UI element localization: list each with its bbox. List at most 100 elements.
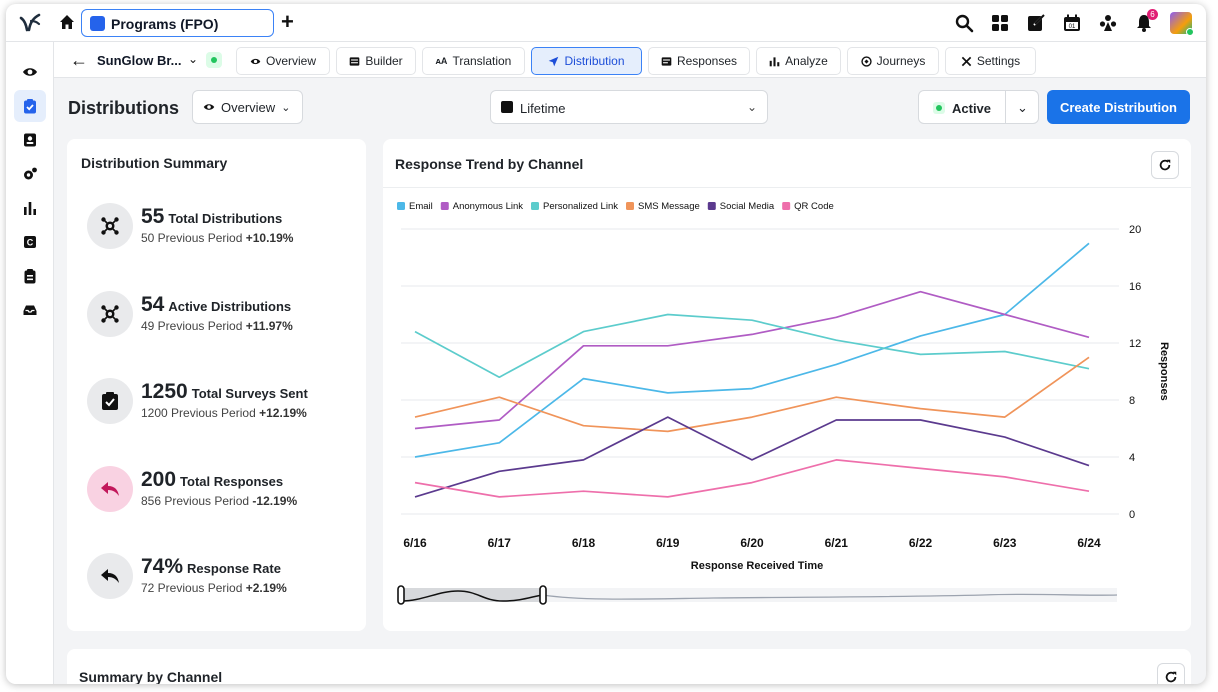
legend-label: QR Code [794, 201, 834, 212]
tools-icon [961, 56, 972, 66]
stat-previous: 856 Previous Period [141, 494, 250, 508]
home-icon[interactable] [58, 13, 76, 31]
y-tick-label: 20 [1129, 224, 1141, 236]
apps-grid-icon[interactable] [990, 13, 1010, 33]
eye-icon [203, 104, 215, 110]
stat-previous-row: 1200 Previous Period +12.19% [141, 406, 307, 420]
tab-distribution[interactable]: Distribution [531, 47, 642, 75]
compose-icon[interactable] [1026, 13, 1046, 33]
contact-card-icon [24, 133, 36, 147]
online-status-dot [1186, 28, 1194, 36]
c-badge-icon: C [24, 236, 36, 248]
rail-item-observe[interactable] [14, 56, 46, 88]
date-range-value: Lifetime [520, 101, 566, 116]
legend-swatch [707, 202, 716, 210]
bar-chart-icon [769, 56, 780, 66]
series-line-anonymous-link [414, 290, 1090, 430]
refresh-button[interactable] [1151, 151, 1179, 179]
tab-overview[interactable]: Overview [236, 47, 330, 75]
distribution-summary-card: Distribution Summary 55 Total Distributio… [67, 139, 366, 631]
rail-item-surveys[interactable] [14, 90, 46, 122]
rail-item-automation[interactable] [14, 158, 46, 190]
brand-logo[interactable] [18, 12, 42, 34]
range-slider-left-handle[interactable] [397, 585, 405, 605]
project-name[interactable]: SunGlow Br... [97, 53, 182, 68]
refresh-button[interactable] [1157, 663, 1185, 684]
stat-caption: Response Rate [187, 561, 281, 576]
legend-swatch [782, 202, 791, 210]
responses-icon [661, 56, 672, 66]
status-dot [933, 102, 945, 114]
stat-change: -12.19% [252, 494, 298, 508]
stat-previous-row: 856 Previous Period -12.19% [141, 494, 297, 508]
chart-grid [401, 228, 1119, 515]
chart-axes: 0 4 8 12 16 20 Responses 6/16 6/17 6/18 6/19 6/20 6/… [403, 224, 1170, 572]
network-icon [101, 217, 119, 235]
x-tick-label: 6/21 [825, 536, 849, 550]
chevron-down-icon[interactable]: ⌄ [188, 52, 199, 66]
tab-label: Translation [452, 54, 512, 68]
tab-responses[interactable]: Responses [648, 47, 750, 75]
y-axis-label: Responses [1158, 342, 1170, 401]
response-trend-card: Response Trend by Channel Email Anonymous… [383, 139, 1191, 631]
community-icon[interactable] [1098, 13, 1118, 33]
line-chart: Email Anonymous Link Personalized Link SMS … [397, 201, 1170, 605]
app-switcher[interactable]: Programs (FPO) [81, 9, 274, 37]
legend-swatch [440, 202, 449, 210]
add-tab-button[interactable]: + [281, 9, 294, 34]
stat-change: +2.19% [245, 581, 287, 595]
back-arrow-icon[interactable]: ← [70, 50, 88, 70]
date-range-select[interactable]: Lifetime ⌄ [490, 90, 768, 124]
tab-label: Journeys [876, 54, 926, 68]
tab-analyze[interactable]: Analyze [756, 47, 841, 75]
series-line-sms-message [414, 356, 1090, 433]
view-select[interactable]: Overview ⌄ [192, 90, 303, 124]
tab-builder[interactable]: Builder [336, 47, 416, 75]
series-line-email [414, 242, 1090, 458]
legend-swatch [397, 202, 405, 210]
reply-icon [101, 482, 119, 496]
tab-journeys[interactable]: Journeys [847, 47, 939, 75]
create-distribution-button[interactable]: Create Distribution [1047, 90, 1190, 124]
legend-label: Email [409, 201, 433, 212]
user-avatar[interactable] [1170, 12, 1194, 36]
stat-value: 54 [141, 293, 165, 316]
y-tick-label: 8 [1129, 395, 1135, 407]
stat-value-row: 74% Response Rate [141, 555, 281, 579]
series-line-qr-code [414, 459, 1090, 498]
stat-icon-circle [87, 291, 133, 337]
status-select[interactable]: Active ⌄ [918, 90, 1039, 124]
tab-translation[interactable]: ᴀA Translation [422, 47, 525, 75]
divider [383, 187, 1191, 188]
tab-label: Analyze [785, 54, 828, 68]
rail-item-tasks[interactable] [14, 260, 46, 292]
rail-item-inbox[interactable] [14, 294, 46, 326]
rail-item-content[interactable]: C [14, 226, 46, 258]
tab-label: Distribution [564, 54, 625, 68]
range-slider-right-handle[interactable] [539, 585, 547, 605]
inbox-icon [23, 305, 37, 315]
search-icon[interactable] [954, 13, 974, 33]
stat-change: +12.19% [259, 406, 307, 420]
rail-item-analytics[interactable] [14, 192, 46, 224]
page-title: Distributions [68, 98, 179, 118]
range-slider[interactable] [397, 585, 1118, 605]
x-tick-label: 6/16 [403, 536, 427, 550]
stat-value-row: 55 Total Distributions [141, 205, 282, 229]
tab-settings[interactable]: Settings [945, 47, 1036, 75]
x-tick-label: 6/17 [488, 536, 512, 550]
range-slider-selection[interactable] [401, 588, 543, 602]
notifications-bell[interactable]: 6 [1134, 9, 1158, 33]
stat-response-rate: 74% Response Rate 72 Previous Period +2.1… [87, 553, 357, 615]
summary-title: Distribution Summary [81, 155, 228, 171]
rail-item-contacts[interactable] [14, 124, 46, 156]
calendar-icon[interactable]: 01 [1062, 13, 1082, 33]
calendar-icon [501, 101, 513, 113]
stat-previous-row: 49 Previous Period +11.97% [141, 319, 293, 333]
x-axis-label: Response Received Time [691, 560, 823, 572]
notification-badge: 6 [1147, 9, 1158, 20]
stat-value-row: 200 Total Responses [141, 468, 283, 492]
view-select-value: Overview [221, 99, 276, 115]
chevron-down-icon[interactable]: ⌄ [1017, 100, 1028, 115]
stat-change: +11.97% [245, 319, 293, 333]
